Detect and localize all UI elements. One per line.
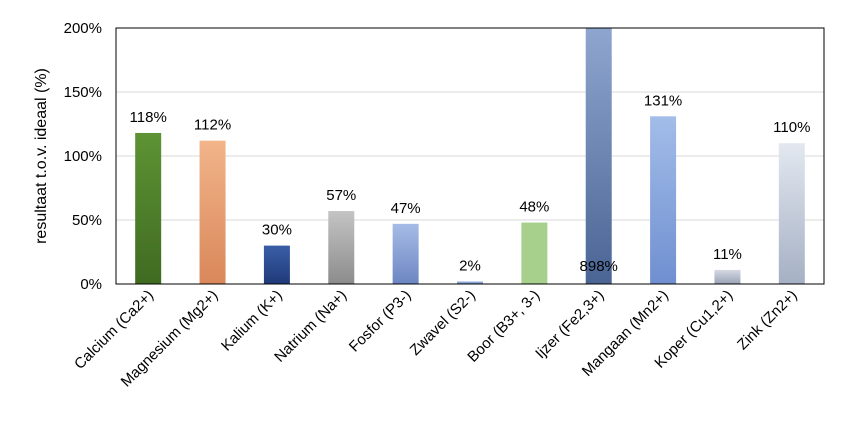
data-label: 11% [713, 246, 742, 263]
data-label: 47% [391, 200, 421, 217]
bar [585, 28, 612, 284]
data-label: 30% [262, 222, 292, 239]
bar [714, 269, 741, 284]
data-label: 131% [644, 92, 682, 109]
data-label: 118% [130, 109, 167, 126]
y-tick-label: 150% [64, 84, 102, 101]
y-tick-labels: 0% 50% 100% 150% 200% [64, 20, 102, 293]
bar [328, 211, 355, 284]
plot-border [115, 27, 825, 285]
data-labels: 118% 112% 30% 57% 47% 2% 48% 898% 131% 11% 110% [130, 92, 811, 275]
bar [135, 132, 162, 284]
data-label: 898% [580, 258, 618, 275]
bars [135, 28, 805, 284]
y-tick-label: 50% [72, 212, 102, 229]
data-label: 57% [326, 187, 356, 204]
bar [263, 245, 290, 284]
data-label: 48% [519, 199, 549, 216]
x-category-label: Zwavel (S2-) [407, 287, 479, 359]
bar [778, 143, 805, 284]
y-tick-label: 100% [64, 148, 102, 165]
y-tick-label: 200% [64, 20, 102, 37]
x-category-label: Fosfor (P3-) [346, 287, 415, 356]
bar [457, 281, 483, 284]
axes [115, 27, 825, 285]
bar [521, 222, 548, 284]
y-tick-label: 0% [80, 276, 102, 293]
y-axis-title: resultaat t.o.v. ideaal (%) [33, 68, 50, 244]
bar [199, 140, 226, 284]
x-category-label: Kalium (K+) [218, 287, 286, 355]
data-label: 110% [773, 119, 810, 136]
data-label: 2% [459, 257, 481, 274]
data-label: 112% [194, 117, 231, 134]
bar [650, 116, 677, 284]
bar [392, 223, 419, 284]
x-category-labels: Calcium (Ca2+)Magnesium (Mg2+)Kalium (K+… [71, 287, 801, 391]
x-category-label: Zink (Zn2+) [734, 287, 801, 354]
